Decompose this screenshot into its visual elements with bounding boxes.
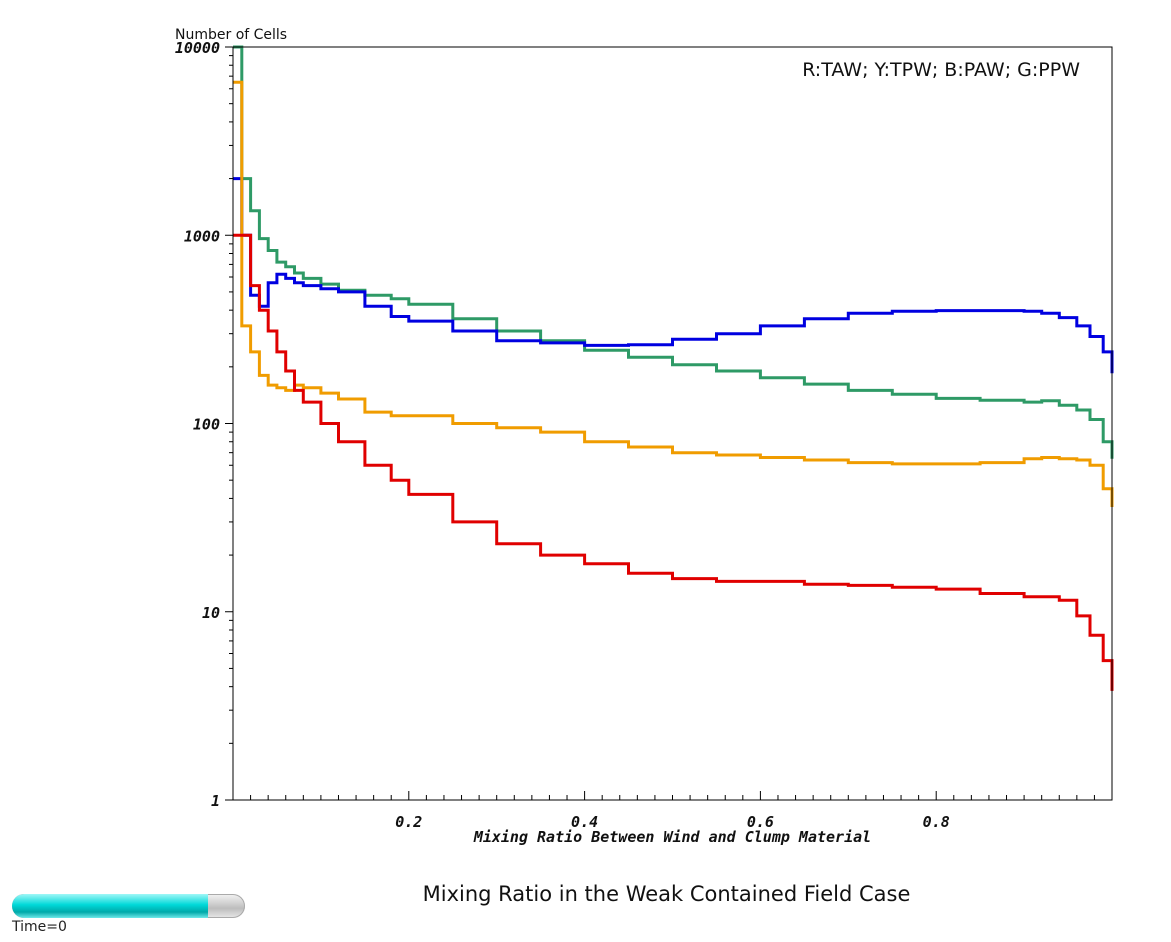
chart-title: Mixing Ratio in the Weak Contained Field…	[422, 882, 911, 906]
y-axis-ticks: 1 10 100 1000 10000	[175, 39, 233, 810]
series-line-2	[233, 80, 1114, 507]
series-line-1	[233, 177, 1114, 374]
plot-frame	[232, 46, 1113, 801]
x-axis-ticks: 0.2 0.4 0.6 0.8	[250, 791, 1095, 831]
y-tick-label: 100	[193, 416, 220, 434]
series-line-3	[233, 233, 1114, 691]
y-tick-label: 1	[211, 792, 220, 810]
x-tick-label: 0.2	[395, 813, 422, 831]
series-line-0	[233, 45, 1114, 459]
time-slider-fill	[12, 894, 208, 918]
x-tick-label: 0.4	[571, 813, 598, 831]
x-axis-label: Mixing Ratio Between Wind and Clump Mate…	[473, 828, 871, 846]
time-label: Time=0	[12, 919, 67, 935]
legend: R:TAW; Y:TPW; B:PAW; G:PPW	[802, 59, 1080, 81]
y-axis-label: Number of Cells	[175, 27, 287, 43]
y-tick-label: 10000	[175, 39, 220, 57]
x-tick-label: 0.8	[923, 813, 950, 831]
time-slider[interactable]	[12, 894, 245, 918]
y-tick-label: 1000	[184, 227, 220, 245]
x-tick-label: 0.6	[747, 813, 774, 831]
y-tick-label: 10	[202, 604, 220, 622]
series-layer	[233, 45, 1114, 691]
